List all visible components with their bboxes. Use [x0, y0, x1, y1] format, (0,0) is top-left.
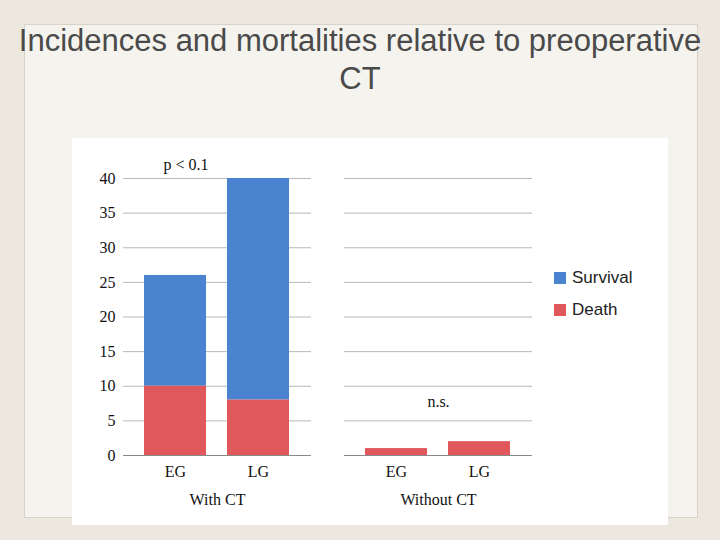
- svg-text:40: 40: [100, 170, 116, 187]
- svg-text:10: 10: [100, 377, 116, 394]
- html-text:Death: Death: [572, 300, 618, 319]
- svg-text:30: 30: [100, 239, 116, 256]
- svg-text:EG: EG: [386, 463, 408, 480]
- svg-text:Without CT: Without CT: [400, 491, 476, 508]
- html-text:Incidences and mortalities rel: Incidences and mortalities relative to p…: [18, 23, 702, 96]
- svg-text:0: 0: [108, 447, 116, 464]
- html-text:Survival: Survival: [572, 268, 633, 287]
- svg-text:LG: LG: [248, 463, 270, 480]
- svg-text:n.s.: n.s.: [427, 393, 449, 410]
- svg-text:With CT: With CT: [190, 491, 246, 508]
- svg-text:35: 35: [100, 204, 116, 221]
- svg-text:25: 25: [100, 273, 116, 290]
- svg-text:EG: EG: [165, 463, 187, 480]
- svg-text:LG: LG: [469, 463, 491, 480]
- svg-text:20: 20: [100, 308, 116, 325]
- svg-text:5: 5: [108, 412, 116, 429]
- svg-text:p < 0.1: p < 0.1: [164, 156, 209, 174]
- svg-text:15: 15: [100, 343, 116, 360]
